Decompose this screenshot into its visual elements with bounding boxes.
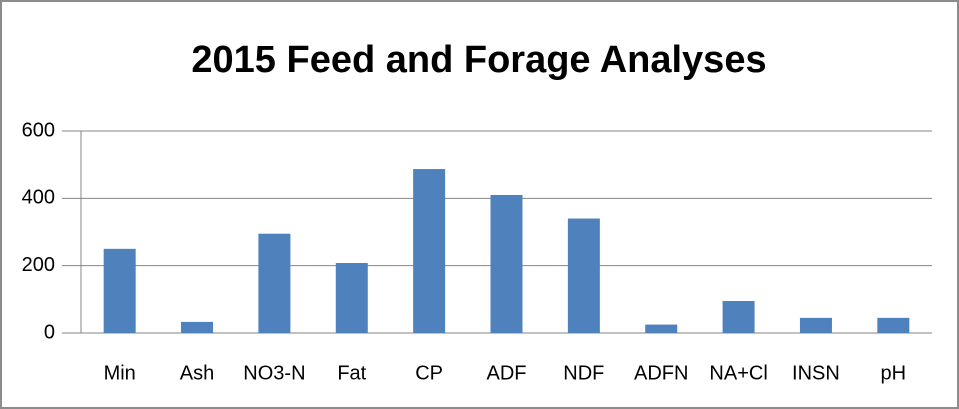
x-tick-label: Fat: [337, 362, 366, 384]
x-tick-label: NA+Cl: [709, 362, 767, 384]
x-tick-label: ADFN: [634, 362, 688, 384]
bar: [181, 321, 214, 333]
bar: [103, 248, 136, 333]
x-tick-label: ADF: [487, 362, 527, 384]
bar: [799, 317, 832, 333]
bar: [413, 169, 446, 333]
chart-title: 2015 Feed and Forage Analyses: [191, 39, 766, 81]
x-tick-label: pH: [881, 362, 907, 384]
y-tick-label: 200: [22, 254, 55, 276]
bar: [258, 233, 291, 333]
bar: [645, 324, 678, 333]
bar: [567, 218, 600, 333]
bar: [490, 194, 523, 333]
bar: [722, 301, 755, 333]
y-tick-label: 400: [22, 187, 55, 209]
x-tick-label: INSN: [792, 362, 840, 384]
bar: [877, 317, 910, 333]
x-tick-label: CP: [415, 362, 443, 384]
x-tick-label: NDF: [563, 362, 604, 384]
y-tick-label: 600: [22, 119, 55, 141]
y-tick-label: 0: [44, 321, 55, 343]
x-tick-label: Ash: [180, 362, 214, 384]
x-tick-label: Min: [104, 362, 136, 384]
bar: [335, 262, 368, 333]
x-tick-label: NO3-N: [243, 362, 305, 384]
